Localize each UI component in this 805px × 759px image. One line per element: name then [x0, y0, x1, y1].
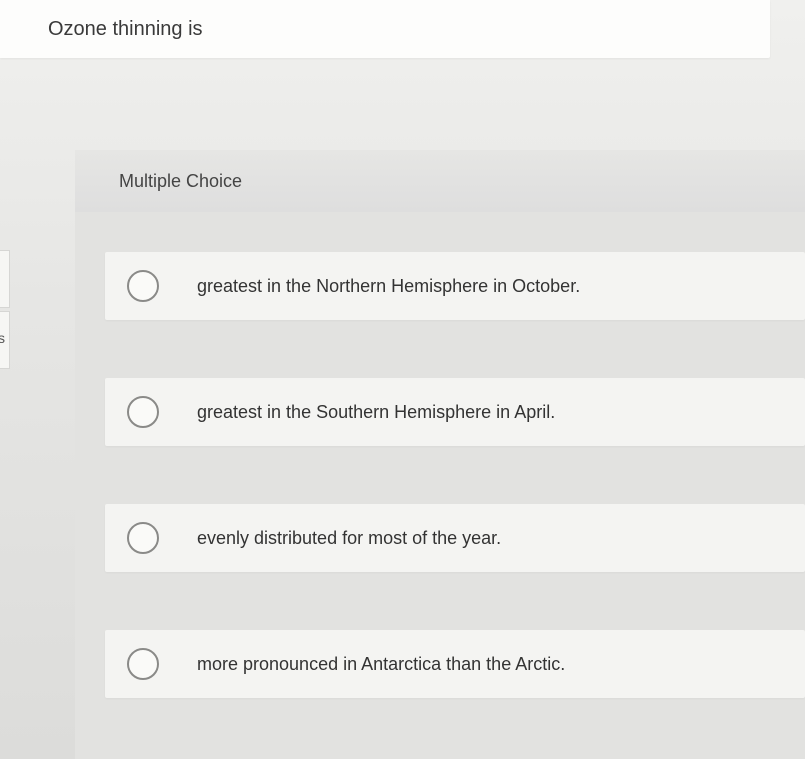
question-bar: Ozone thinning is [0, 0, 770, 58]
option-label: more pronounced in Antarctica than the A… [197, 654, 565, 675]
radio-icon[interactable] [127, 522, 159, 554]
radio-icon[interactable] [127, 396, 159, 428]
multiple-choice-heading: Multiple Choice [75, 150, 805, 212]
radio-icon[interactable] [127, 270, 159, 302]
option-label: greatest in the Northern Hemisphere in O… [197, 276, 580, 297]
option-label: greatest in the Southern Hemisphere in A… [197, 402, 555, 423]
option-row[interactable]: more pronounced in Antarctica than the A… [105, 630, 805, 698]
option-label: evenly distributed for most of the year. [197, 528, 501, 549]
option-row[interactable]: greatest in the Northern Hemisphere in O… [105, 252, 805, 320]
radio-icon[interactable] [127, 648, 159, 680]
multiple-choice-panel: Multiple Choice greatest in the Northern… [75, 150, 805, 759]
page: Ozone thinning is s Multiple Choice grea… [0, 0, 805, 759]
side-box-upper [0, 250, 10, 308]
options-list: greatest in the Northern Hemisphere in O… [75, 212, 805, 698]
option-row[interactable]: greatest in the Southern Hemisphere in A… [105, 378, 805, 446]
side-box-lower: s [0, 311, 10, 369]
option-row[interactable]: evenly distributed for most of the year. [105, 504, 805, 572]
question-text: Ozone thinning is [48, 18, 203, 41]
side-label: s [0, 330, 5, 346]
